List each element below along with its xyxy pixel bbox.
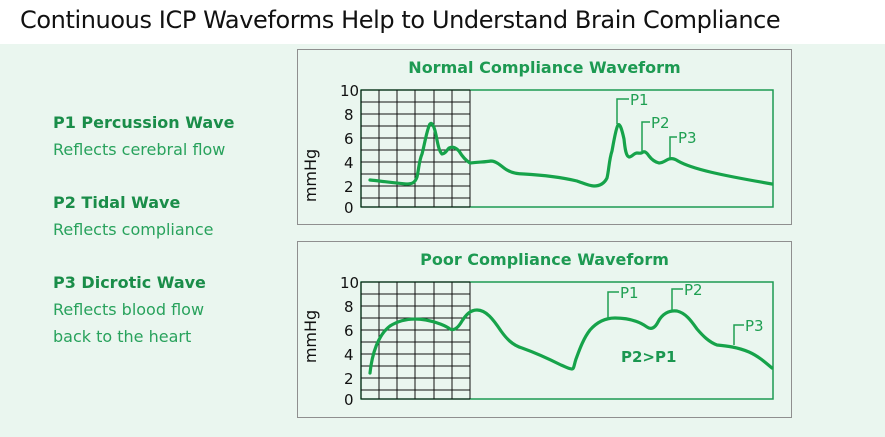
poor-grid xyxy=(360,281,471,400)
poor-y-tick-0: 0 xyxy=(344,391,354,409)
normal-p2-marker-line xyxy=(641,121,650,151)
legend-item-p2-description: Reflects compliance xyxy=(53,216,283,243)
poor-p2-marker-line xyxy=(671,288,683,310)
normal-p2-label: P2 xyxy=(651,114,670,132)
poor-p1-marker-line xyxy=(607,291,619,319)
legend-item-p2: P2 Tidal Wave Reflects compliance xyxy=(53,193,283,243)
poor-peak-markers: P1 P2 P3 xyxy=(607,281,764,345)
normal-p3-marker-line xyxy=(669,136,677,158)
poor-y-tick-2: 2 xyxy=(344,370,354,388)
legend-item-p3-title: P3 Dicrotic Wave xyxy=(53,273,206,292)
normal-y-tick-4: 4 xyxy=(344,154,354,172)
normal-peak-markers: P1 P2 P3 xyxy=(616,91,697,158)
poor-y-ticks: 10 8 6 4 2 0 xyxy=(340,274,367,409)
normal-chart-title: Normal Compliance Waveform xyxy=(408,58,681,77)
normal-y-tick-0: 0 xyxy=(344,199,354,217)
legend-item-p3: P3 Dicrotic Wave Reflects blood flow bac… xyxy=(53,273,283,350)
poor-chart-svg: 10 8 6 4 2 0 P1 P2 P3 P2>P1 xyxy=(340,274,774,409)
normal-y-tick-10: 10 xyxy=(340,82,359,100)
poor-y-tick-10: 10 xyxy=(340,274,359,292)
title-band xyxy=(0,0,885,44)
poor-p3-marker-line xyxy=(733,324,744,345)
normal-waveform-line xyxy=(368,121,774,188)
normal-p1-marker-line xyxy=(616,98,629,124)
normal-y-tick-8: 8 xyxy=(344,106,354,124)
poor-y-tick-4: 4 xyxy=(344,346,354,364)
legend-item-p1-description: Reflects cerebral flow xyxy=(53,136,283,163)
poor-chart-note: P2>P1 xyxy=(621,348,676,366)
legend-item-p2-description-line-1: Reflects compliance xyxy=(53,220,214,239)
legend-item-p3-description: Reflects blood flow back to the heart xyxy=(53,296,283,350)
poor-chart-title: Poor Compliance Waveform xyxy=(420,250,669,269)
legend-item-p1: P1 Percussion Wave Reflects cerebral flo… xyxy=(53,113,283,163)
page-title: Continuous ICP Waveforms Help to Underst… xyxy=(20,6,781,34)
legend-item-p3-description-line-1: Reflects blood flow xyxy=(53,300,205,319)
normal-y-tick-6: 6 xyxy=(344,130,354,148)
normal-compliance-chart: Normal Compliance Waveform mmHg xyxy=(297,49,792,225)
legend-item-p1-description-line-1: Reflects cerebral flow xyxy=(53,140,226,159)
poor-y-tick-8: 8 xyxy=(344,298,354,316)
normal-chart-svg: 10 8 6 4 2 0 P1 P2 P3 xyxy=(340,82,774,217)
legend-item-p3-description-line-2: back to the heart xyxy=(53,327,192,346)
poor-p2-label: P2 xyxy=(684,281,703,299)
poor-y-tick-6: 6 xyxy=(344,322,354,340)
poor-waveform-line xyxy=(368,308,774,375)
normal-p3-label: P3 xyxy=(678,129,697,147)
poor-p3-label: P3 xyxy=(745,317,764,335)
normal-y-tick-2: 2 xyxy=(344,178,354,196)
normal-p1-label: P1 xyxy=(630,91,649,109)
legend-item-p1-title: P1 Percussion Wave xyxy=(53,113,235,132)
legend-item-p2-title: P2 Tidal Wave xyxy=(53,193,181,212)
normal-y-ticks: 10 8 6 4 2 0 xyxy=(340,82,367,217)
poor-compliance-chart: Poor Compliance Waveform mmHg xyxy=(297,241,792,418)
poor-p1-label: P1 xyxy=(620,284,639,302)
